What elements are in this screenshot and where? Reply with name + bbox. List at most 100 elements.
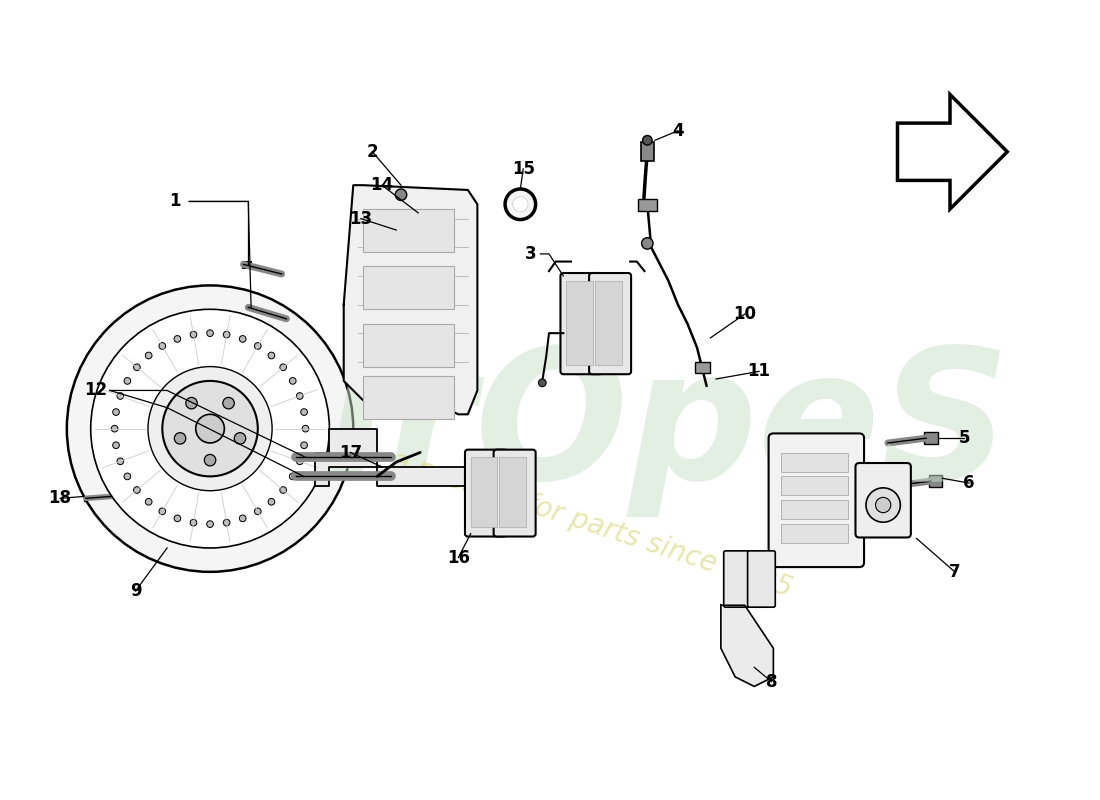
Circle shape [112,409,120,415]
Circle shape [67,286,353,572]
Text: 5: 5 [958,429,970,447]
Text: 1: 1 [169,193,180,210]
Circle shape [395,189,407,201]
Text: eurOpeS: eurOpeS [135,341,1011,517]
Text: 3: 3 [525,245,537,263]
Circle shape [268,498,275,505]
Polygon shape [720,606,773,686]
Text: 4: 4 [672,122,684,140]
FancyBboxPatch shape [465,450,507,537]
Text: 6: 6 [964,474,975,492]
Circle shape [642,135,652,145]
Text: 8: 8 [766,673,778,690]
Circle shape [234,433,245,444]
Circle shape [124,473,131,480]
FancyBboxPatch shape [724,551,751,607]
Bar [638,199,657,211]
Bar [595,281,621,365]
Circle shape [117,458,123,465]
Polygon shape [315,429,477,486]
Text: 10: 10 [734,305,756,323]
Circle shape [160,508,166,514]
Text: 11: 11 [748,362,770,380]
Circle shape [300,442,307,449]
Circle shape [190,519,197,526]
Circle shape [196,414,224,443]
Bar [242,261,251,268]
Circle shape [133,364,141,370]
Text: 18: 18 [48,490,72,507]
Circle shape [223,519,230,526]
Circle shape [505,189,536,219]
Text: 16: 16 [447,549,470,566]
Polygon shape [343,185,477,414]
Circle shape [279,486,286,494]
Circle shape [175,433,186,444]
Circle shape [876,498,891,513]
Bar [84,493,94,502]
Circle shape [416,208,425,218]
Circle shape [254,342,261,350]
Bar [930,475,943,487]
Circle shape [254,508,261,514]
Circle shape [117,393,123,399]
Circle shape [112,442,120,449]
Bar [781,500,848,519]
Circle shape [539,379,546,386]
Text: 14: 14 [371,176,394,194]
Circle shape [289,378,296,384]
Bar [471,458,497,527]
FancyBboxPatch shape [769,434,865,567]
Text: 17: 17 [339,443,362,462]
Circle shape [145,498,152,505]
Bar [499,458,526,527]
Bar [924,433,937,444]
FancyBboxPatch shape [590,273,631,374]
Circle shape [223,398,234,409]
FancyBboxPatch shape [856,463,911,538]
Circle shape [279,364,286,370]
Bar [246,303,256,311]
Bar [781,476,848,495]
Bar [566,281,593,365]
Text: a passion for parts since 1985: a passion for parts since 1985 [388,446,795,602]
Circle shape [240,515,246,522]
Text: 15: 15 [512,160,535,178]
Bar [781,524,848,543]
FancyBboxPatch shape [494,450,536,537]
Circle shape [300,409,307,415]
Circle shape [641,238,653,249]
Circle shape [289,473,296,480]
Circle shape [190,331,197,338]
Circle shape [163,381,257,476]
Circle shape [207,521,213,527]
Circle shape [124,378,131,384]
Circle shape [145,352,152,359]
Circle shape [186,398,197,409]
Bar [363,376,453,419]
FancyBboxPatch shape [748,551,775,607]
Circle shape [207,330,213,337]
Circle shape [148,366,272,490]
Circle shape [296,393,304,399]
Circle shape [111,426,118,432]
Circle shape [160,342,166,350]
Bar [640,142,654,162]
Circle shape [90,310,329,548]
Text: 13: 13 [350,210,373,227]
Bar [363,266,453,310]
Circle shape [205,454,216,466]
Text: 2: 2 [366,142,378,161]
Circle shape [240,335,246,342]
Circle shape [223,331,230,338]
Circle shape [268,352,275,359]
Circle shape [866,488,901,522]
FancyBboxPatch shape [561,273,603,374]
Circle shape [133,486,141,494]
Bar [363,209,453,252]
Bar [781,453,848,472]
Circle shape [174,515,180,522]
Bar [363,324,453,366]
Circle shape [296,458,304,465]
Bar [695,362,711,374]
